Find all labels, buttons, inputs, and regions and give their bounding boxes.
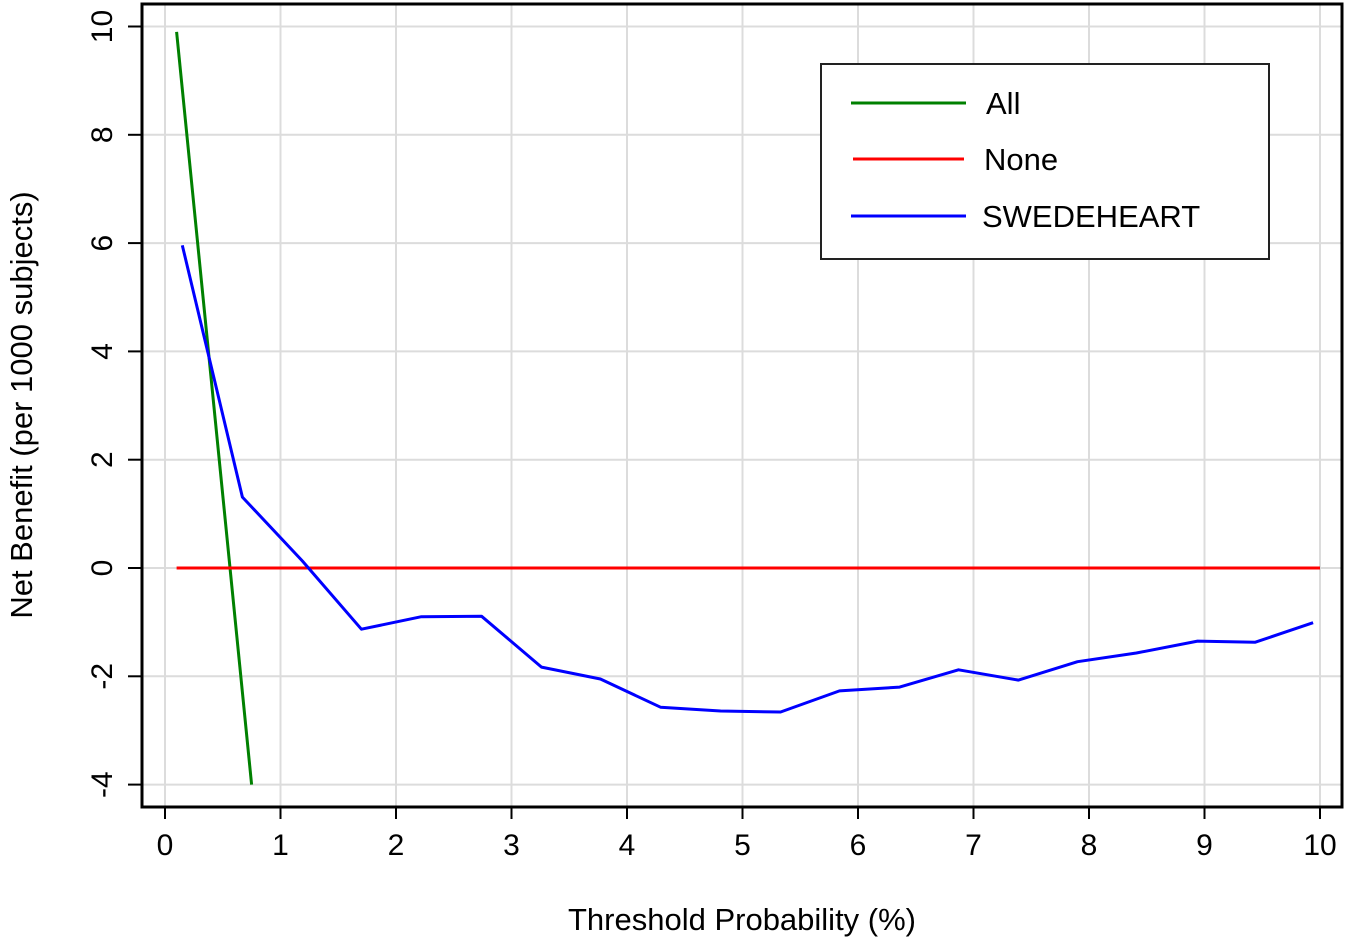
x-tick-label: 8 [1081,829,1098,862]
x-tick-label: 6 [850,829,867,862]
x-tick-label: 5 [734,829,751,862]
x-tick-label: 10 [1303,829,1336,862]
x-axis-title: Threshold Probability (%) [568,902,916,937]
x-tick-label: 3 [503,829,520,862]
y-tick-label: 2 [86,451,119,468]
legend: All None SWEDEHEART [820,63,1270,260]
x-tick-label: 7 [965,829,982,862]
series-line-all [175,31,254,785]
series-line-swedeheart [180,244,1314,714]
legend-label-none: None [984,142,1058,177]
y-axis-title: Net Benefit (per 1000 subjects) [4,191,39,618]
legend-item-all: All [851,86,1020,121]
y-tick-label: -4 [86,771,119,798]
y-tick-label: 10 [86,10,119,43]
y-tick-label: 0 [86,560,119,577]
x-tick-label: 9 [1196,829,1213,862]
legend-item-none: None [853,142,1058,177]
x-axis-ticks: 0 1 2 3 4 5 6 7 8 9 10 [157,807,1337,862]
y-tick-label: 6 [86,235,119,252]
y-tick-label: 4 [86,343,119,360]
x-tick-label: 4 [619,829,636,862]
legend-label-swedeheart: SWEDEHEART [982,199,1200,234]
x-tick-label: 2 [388,829,405,862]
legend-label-all: All [986,86,1020,121]
legend-item-swedeheart: SWEDEHEART [851,199,1200,234]
y-tick-label: -2 [86,663,119,690]
x-tick-label: 0 [157,829,174,862]
y-tick-label: 8 [86,126,119,143]
series-lines [175,31,1320,785]
x-tick-label: 1 [272,829,289,862]
legend-box [820,63,1270,260]
y-axis-ticks: -4 -2 0 2 4 6 8 10 [86,10,142,798]
